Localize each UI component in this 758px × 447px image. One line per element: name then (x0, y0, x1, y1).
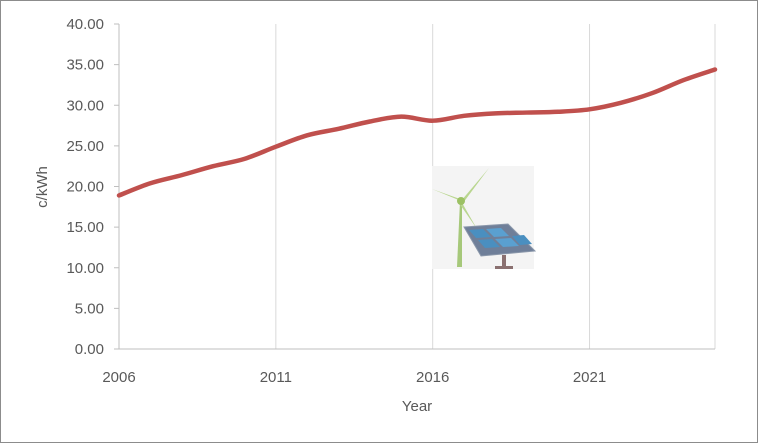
y-tick-label: 10.00 (66, 260, 104, 277)
wind-turbine-solar-panel-icon (432, 166, 537, 269)
y-tick-label: 40.00 (66, 16, 104, 33)
axes (114, 23, 715, 350)
x-axis-label: Year (402, 398, 432, 415)
series-line (116, 67, 718, 198)
y-tick-label: 30.00 (66, 97, 104, 114)
x-tick-label: 2011 (260, 369, 292, 386)
x-tick-label: 2021 (573, 369, 606, 386)
y-tick-label: 35.00 (66, 57, 104, 74)
y-tick-label: 25.00 (66, 138, 104, 155)
y-tick-label: 0.00 (75, 341, 104, 358)
y-tick-label: 5.00 (75, 300, 104, 317)
y-tick-label: 20.00 (66, 179, 104, 196)
y-tick-labels: 0.00 5.00 10.00 15.00 20.00 25.00 30.00 35.00 40… (66, 16, 104, 358)
gridlines (275, 24, 716, 349)
y-axis-label: c/kWh (34, 166, 51, 208)
y-tick-label: 15.00 (66, 219, 104, 236)
x-tick-label: 2016 (416, 369, 449, 386)
x-tick-label: 2006 (102, 369, 135, 386)
x-tick-labels: 2006 2011 2016 2021 (102, 369, 606, 386)
